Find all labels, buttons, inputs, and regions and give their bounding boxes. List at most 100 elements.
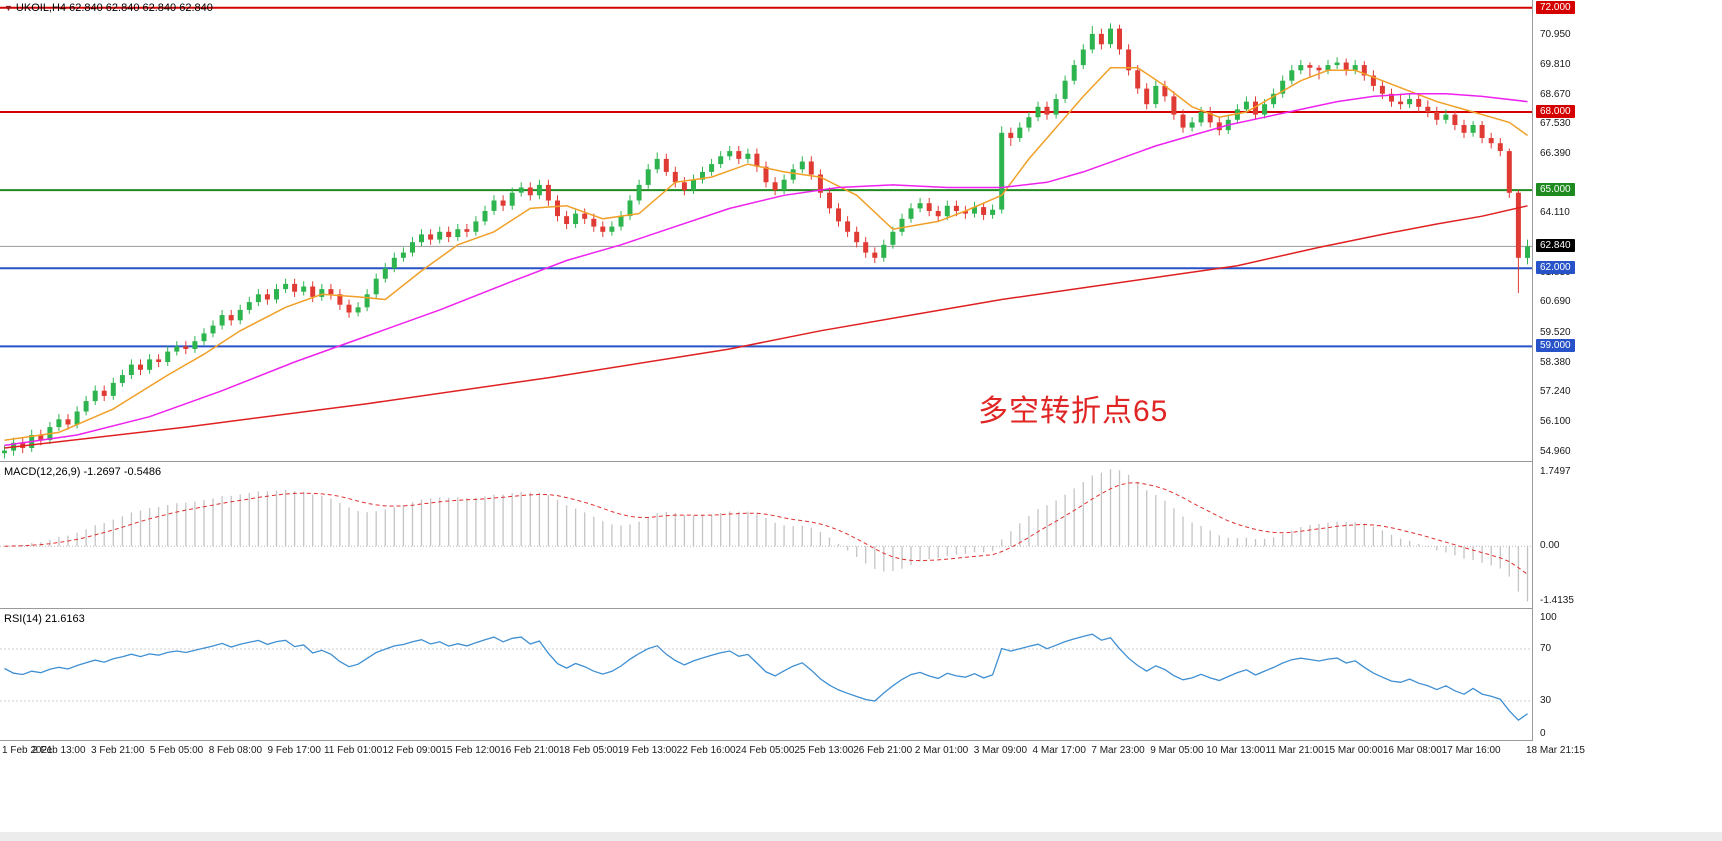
current-price-label: 62.840 <box>1536 239 1575 253</box>
candle-body <box>138 364 143 370</box>
candle-body <box>1488 138 1494 144</box>
candle-body <box>799 161 805 170</box>
candle-body <box>83 401 89 412</box>
macd-axis-zero: 0.00 <box>1540 540 1560 552</box>
candle-body <box>119 375 125 383</box>
time-axis-label: 16 Feb 21:00 <box>500 745 560 756</box>
candle-body <box>337 294 343 305</box>
candle-body <box>1089 33 1095 50</box>
time-axis-label: 11 Feb 01:00 <box>323 745 383 756</box>
candle-body <box>464 229 470 232</box>
candle-body <box>1298 65 1304 71</box>
candle-body <box>863 242 869 253</box>
candle-body <box>763 166 769 183</box>
candle-body <box>681 182 687 191</box>
candle-body <box>1262 104 1268 115</box>
candle-body <box>890 231 896 245</box>
rsi-panel[interactable] <box>0 610 1532 740</box>
candle-body <box>663 158 669 172</box>
candle-body <box>1189 122 1195 128</box>
candle-body <box>981 207 987 215</box>
candle-body <box>400 252 406 258</box>
candle-body <box>246 302 252 310</box>
candle-body <box>808 161 814 175</box>
candle-body <box>437 231 443 240</box>
candle-body <box>1497 143 1503 151</box>
panel-separator[interactable] <box>0 608 1722 609</box>
candle-body <box>509 192 515 206</box>
price-line-label: 68.000 <box>1536 104 1575 118</box>
candle-body <box>491 200 497 211</box>
candle-body <box>382 268 388 279</box>
candle-body <box>274 289 279 300</box>
candle-body <box>1352 65 1358 71</box>
candle-body <box>573 213 579 224</box>
candle-body <box>165 351 171 362</box>
candle-body <box>953 205 959 211</box>
price-scale[interactable]: 70.95069.81068.67067.53066.39064.11061.8… <box>1532 0 1722 741</box>
time-axis-label: 3 Mar 09:00 <box>973 745 1028 756</box>
candle-body <box>228 315 234 321</box>
symbol-ohlc-readout: ▼ UKOIL,H4 62.840 62.840 62.840 62.840 <box>4 2 213 14</box>
time-axis-label: 3 Feb 21:00 <box>91 745 145 756</box>
macd-panel[interactable] <box>0 463 1532 608</box>
candle-body <box>147 359 153 370</box>
rsi-axis-0: 0 <box>1540 728 1546 739</box>
price-chart-panel[interactable] <box>0 0 1532 461</box>
chart-annotation-text: 多空转折点65 <box>978 395 1169 428</box>
candle-body <box>355 307 361 313</box>
time-axis-label: 10 Mar 13:00 <box>1206 745 1266 756</box>
candle-body <box>536 184 542 196</box>
time-axis-label: 12 Feb 09:00 <box>382 745 442 756</box>
time-axis-label: 5 Feb 05:00 <box>149 745 204 756</box>
candle-body <box>1515 192 1521 258</box>
candle-body <box>609 226 615 232</box>
candle-body <box>1162 85 1168 97</box>
candle-body <box>555 200 560 217</box>
candle-body <box>1062 80 1068 99</box>
candle-body <box>1307 65 1313 68</box>
time-axis-label: 9 Feb 17:00 <box>267 745 321 756</box>
candle-body <box>600 226 606 232</box>
price-tick: 69.810 <box>1540 58 1571 70</box>
candle-body <box>727 151 733 157</box>
candle-body <box>455 229 461 237</box>
candle-body <box>736 151 742 159</box>
price-tick: 59.520 <box>1540 326 1571 338</box>
candle-body <box>1443 114 1449 120</box>
time-axis[interactable]: 1 Feb 2021 2 Feb 13:00 3 Feb 21:00 5 Feb 05… <box>0 742 1722 760</box>
candle-body <box>654 158 660 170</box>
candle-body <box>1334 62 1340 66</box>
price-line-label: 65.000 <box>1536 183 1575 197</box>
candle-body <box>872 252 878 258</box>
candle-body <box>591 218 597 227</box>
candle-body <box>110 382 116 396</box>
candle-body <box>827 192 832 209</box>
candle-body <box>1398 101 1404 105</box>
candle-body <box>1117 28 1122 50</box>
candle-body <box>718 156 724 165</box>
candle-body <box>899 218 905 232</box>
candle-body <box>1343 62 1349 71</box>
candle-body <box>935 211 941 217</box>
price-tick: 54.960 <box>1540 445 1571 457</box>
candle-body <box>990 209 996 215</box>
candle-body <box>636 184 642 201</box>
candle-body <box>1153 85 1159 105</box>
candle-body <box>1126 49 1132 71</box>
chart-marker-icon: ▼ <box>4 3 13 13</box>
time-axis-label: 4 Mar 17:00 <box>1032 745 1086 756</box>
price-tick: 67.530 <box>1540 118 1571 130</box>
candle-body <box>482 211 488 222</box>
candle-body <box>1379 85 1385 94</box>
price-tick: 70.950 <box>1540 29 1571 41</box>
candle-body <box>419 234 424 243</box>
price-tick: 60.690 <box>1540 296 1571 308</box>
time-axis-label: 18 Mar 21:15 <box>1526 745 1585 756</box>
candle-body <box>237 309 243 321</box>
panel-separator[interactable] <box>0 461 1722 462</box>
candle-body <box>364 294 370 308</box>
candle-body <box>1389 93 1394 102</box>
candle-body <box>627 200 633 217</box>
